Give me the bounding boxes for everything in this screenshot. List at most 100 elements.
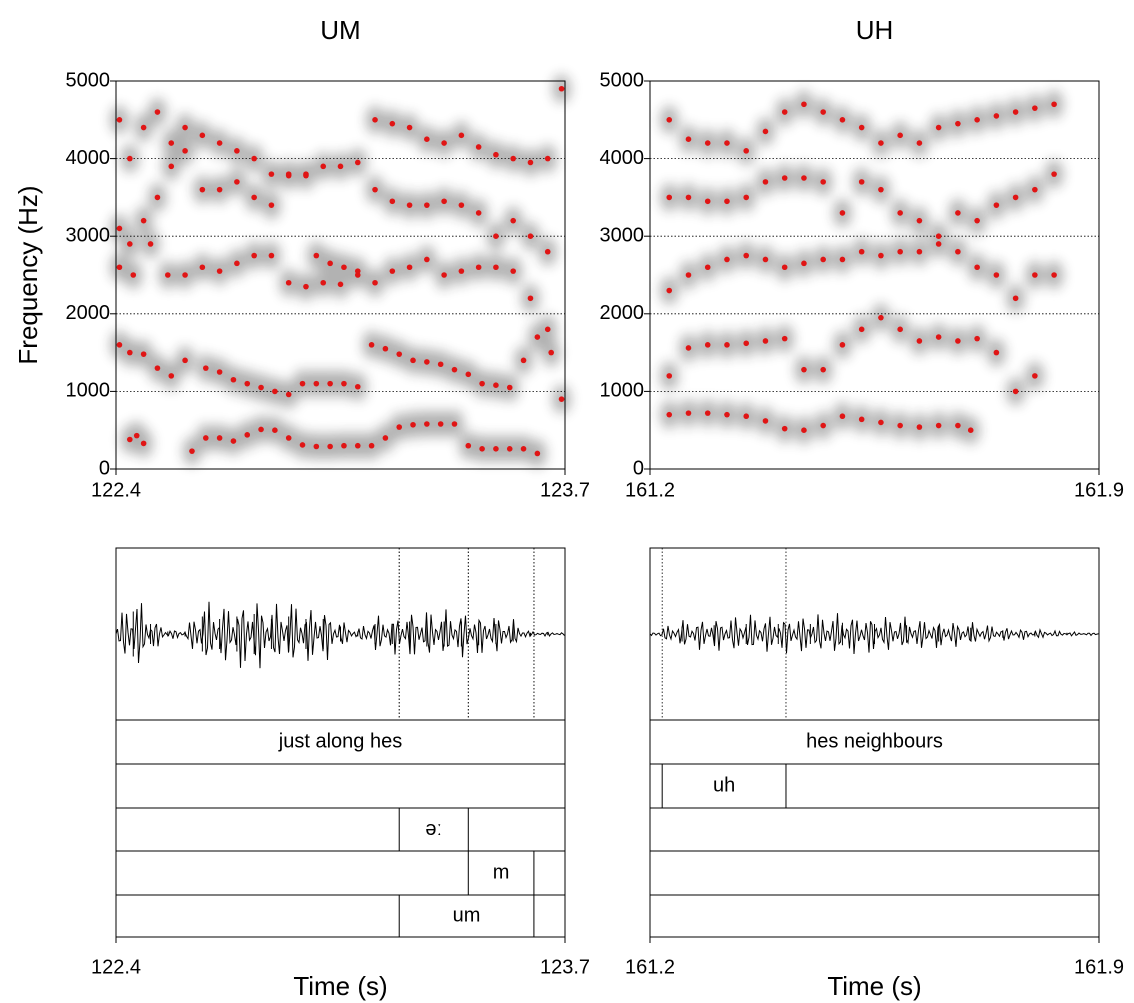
y-tick-label: 2000 xyxy=(600,302,645,324)
formant-point xyxy=(762,338,769,344)
formant-point xyxy=(406,202,413,208)
formant-point xyxy=(320,163,327,170)
formant-point xyxy=(234,148,240,154)
panel-title: UH xyxy=(856,15,894,45)
formant-point xyxy=(168,140,175,146)
tier-label: hes neighbours xyxy=(806,730,943,752)
formant-point xyxy=(858,179,865,185)
formant-point xyxy=(251,252,257,259)
formant-point xyxy=(762,128,769,135)
formant-point xyxy=(1032,105,1038,111)
formant-point xyxy=(437,421,444,427)
formant-point xyxy=(285,279,292,286)
formant-point xyxy=(897,422,903,429)
formant-point xyxy=(140,440,147,447)
formant-point xyxy=(839,210,846,216)
formant-point xyxy=(303,172,309,179)
formant-point xyxy=(258,426,264,433)
formant-point xyxy=(216,186,223,193)
formant-point xyxy=(493,233,499,239)
formant-point xyxy=(389,198,396,205)
formant-point xyxy=(1012,295,1019,302)
formant-point xyxy=(544,155,551,162)
formant-point xyxy=(234,179,240,185)
formant-point xyxy=(372,186,378,193)
formant-point xyxy=(724,342,730,348)
formant-point xyxy=(396,424,403,430)
formant-point xyxy=(182,124,188,131)
formant-point xyxy=(216,369,223,375)
formant-point xyxy=(127,349,133,356)
y-tick-label: 1000 xyxy=(66,380,111,402)
x-axis-label: Time (s) xyxy=(827,971,921,1001)
y-tick-label: 5000 xyxy=(600,69,645,91)
y-tick-label: 5000 xyxy=(66,69,111,91)
formant-point xyxy=(493,264,499,271)
tier-label: um xyxy=(453,904,481,926)
x-tick-label: 122.4 xyxy=(91,956,141,978)
formant-point xyxy=(368,342,375,348)
formant-point xyxy=(534,450,541,457)
formant-point xyxy=(1012,388,1019,395)
formant-point xyxy=(724,140,730,146)
y-tick-label: 0 xyxy=(99,457,110,479)
formant-point xyxy=(140,124,147,131)
formant-point xyxy=(272,388,278,395)
formant-point xyxy=(878,140,884,146)
formant-point xyxy=(506,446,513,452)
formant-point xyxy=(510,155,516,162)
formant-point xyxy=(534,334,541,340)
x-tick-label: 161.9 xyxy=(1074,479,1124,501)
formant-point xyxy=(743,413,750,420)
formant-point xyxy=(299,442,306,448)
formant-point xyxy=(410,421,416,428)
formant-point xyxy=(935,124,942,131)
formant-point xyxy=(389,120,396,127)
formant-point xyxy=(1012,194,1019,201)
formant-point xyxy=(327,260,333,267)
formant-point xyxy=(285,391,292,398)
formant-point xyxy=(916,424,923,430)
formant-point xyxy=(406,124,413,131)
formant-point xyxy=(1051,101,1057,108)
formant-point xyxy=(510,268,516,274)
formant-point xyxy=(182,148,188,154)
formant-point xyxy=(368,442,375,449)
formant-point xyxy=(781,109,788,115)
formant-point xyxy=(199,132,206,139)
formant-point xyxy=(839,117,846,123)
formant-point xyxy=(154,109,161,115)
plot-frame xyxy=(649,80,1100,470)
formant-point xyxy=(781,425,788,432)
formant-point xyxy=(685,410,692,416)
formant-point xyxy=(685,194,692,201)
y-tick-label: 4000 xyxy=(66,147,111,169)
formant-point xyxy=(506,384,513,391)
tier-label: əː xyxy=(425,818,442,840)
formant-point xyxy=(666,287,673,294)
formant-point xyxy=(165,272,171,278)
formant-point xyxy=(1032,186,1038,193)
formant-point xyxy=(116,342,123,348)
formant-point xyxy=(820,366,826,373)
formant-point xyxy=(520,446,527,452)
formant-point xyxy=(458,132,465,139)
y-tick-label: 4000 xyxy=(600,147,645,169)
formant-point xyxy=(337,163,344,170)
formant-point xyxy=(993,113,1000,119)
formant-point xyxy=(354,159,361,166)
formant-point xyxy=(372,279,378,286)
formant-point xyxy=(475,210,482,216)
formant-point xyxy=(762,418,769,424)
formant-point xyxy=(451,421,458,427)
formant-point xyxy=(458,268,465,274)
formant-point xyxy=(993,349,1000,356)
x-tick-label: 122.4 xyxy=(91,479,141,501)
formant-point xyxy=(234,260,240,267)
x-axis-label: Time (s) xyxy=(293,971,387,1001)
formant-point xyxy=(251,155,257,162)
formant-point xyxy=(820,109,826,115)
formant-point xyxy=(216,268,223,274)
y-axis-label: Frequency (Hz) xyxy=(13,185,43,364)
formant-point xyxy=(704,140,711,146)
